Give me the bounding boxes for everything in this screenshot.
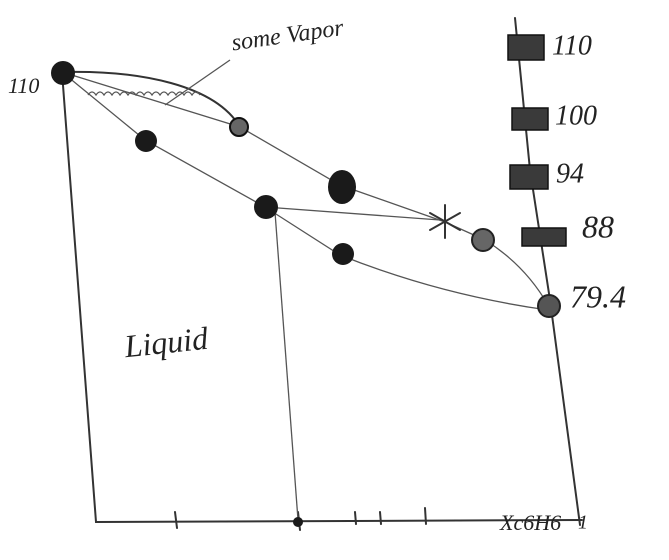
diagram: 110 some Vapor 110 100 94 88 79.4 Liquid… bbox=[0, 0, 669, 560]
point bbox=[254, 195, 278, 219]
point bbox=[328, 170, 356, 204]
right-label: 110 bbox=[552, 30, 592, 61]
point bbox=[293, 517, 303, 527]
right-label: 88 bbox=[582, 208, 614, 244]
left-label: 110 bbox=[8, 73, 39, 98]
right-label: 79.4 bbox=[570, 278, 626, 314]
point bbox=[332, 243, 354, 265]
point bbox=[538, 295, 560, 317]
legend-square bbox=[508, 35, 544, 60]
point bbox=[51, 61, 75, 85]
point bbox=[230, 118, 248, 136]
legend-square bbox=[510, 165, 548, 189]
point bbox=[472, 229, 494, 251]
right-label: 100 bbox=[555, 100, 597, 131]
point bbox=[135, 130, 157, 152]
legend-square bbox=[512, 108, 548, 130]
x-axis-label: Xc6H6 bbox=[499, 510, 561, 535]
legend-square bbox=[522, 228, 566, 246]
x-axis-end: 1 bbox=[578, 512, 588, 534]
right-label: 94 bbox=[556, 158, 584, 189]
